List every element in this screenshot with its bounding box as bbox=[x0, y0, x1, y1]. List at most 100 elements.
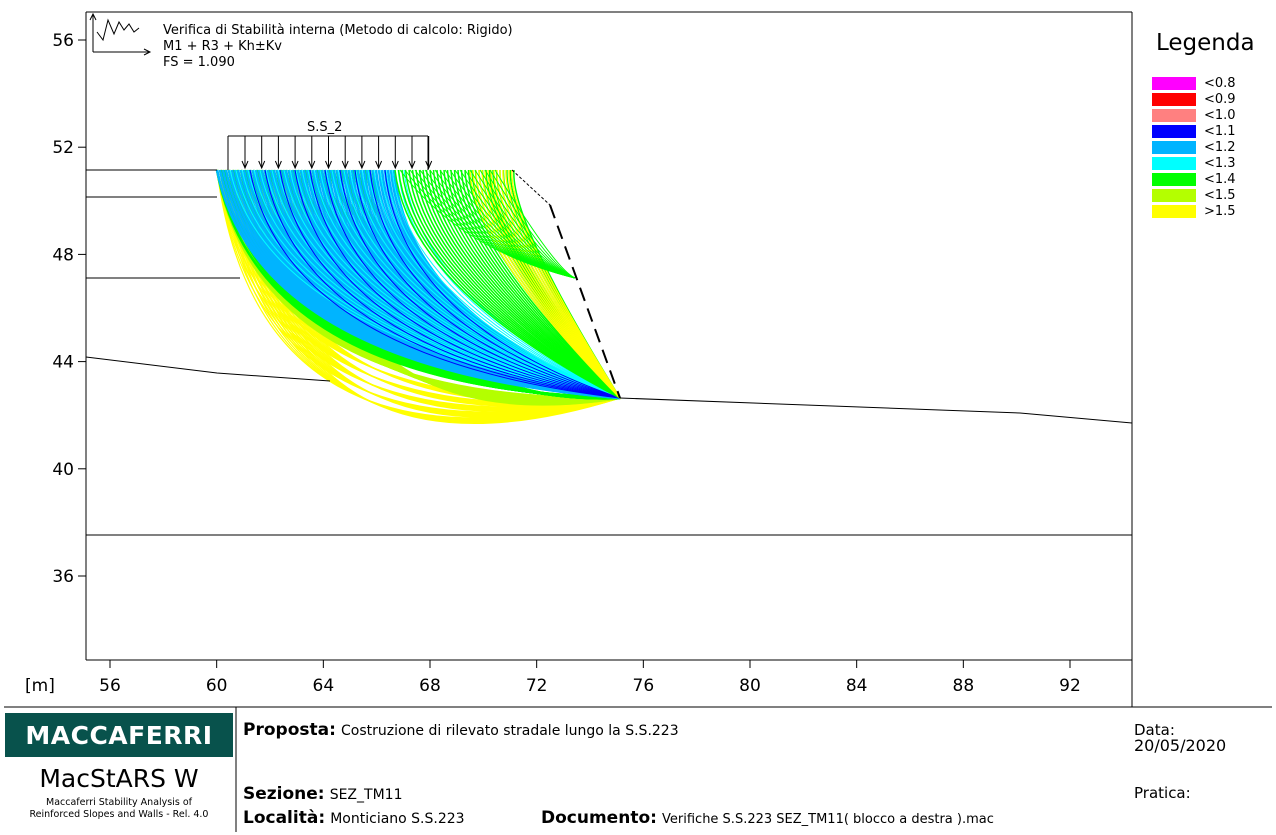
app-subtitle-line-2: Reinforced Slopes and Walls - Rel. 4.0 bbox=[29, 809, 209, 820]
legend-swatch bbox=[1152, 204, 1196, 218]
x-tick-label: 84 bbox=[846, 676, 868, 696]
slip-surface bbox=[436, 169, 621, 399]
app-name: MacStARS W bbox=[39, 764, 199, 793]
slip-surface bbox=[385, 169, 621, 399]
legend-label: <1.3 bbox=[1204, 155, 1236, 171]
face-upper bbox=[511, 169, 551, 206]
legend-swatch bbox=[1152, 140, 1196, 154]
y-tick-label: 44 bbox=[52, 353, 74, 373]
y-tick-label: 56 bbox=[52, 31, 74, 51]
x-tick-label: 68 bbox=[419, 676, 441, 696]
legend-item: <1.4 bbox=[1152, 171, 1236, 187]
slip-surface bbox=[279, 169, 621, 399]
seismic-icon bbox=[89, 12, 152, 56]
legend-label: <1.2 bbox=[1204, 139, 1236, 155]
legend-item: <1.3 bbox=[1152, 155, 1236, 171]
slip-surface bbox=[450, 169, 621, 399]
legend-item: >1.5 bbox=[1152, 203, 1236, 219]
legend-item: <1.1 bbox=[1152, 123, 1236, 139]
slip-surface bbox=[271, 169, 621, 399]
load-arrowhead bbox=[291, 160, 299, 170]
slip-surface bbox=[309, 169, 621, 399]
legend-label: >1.5 bbox=[1204, 203, 1236, 219]
load-arrowhead bbox=[241, 160, 249, 170]
slip-surface bbox=[472, 169, 621, 399]
load-combination: M1 + R3 + Kh±Kv bbox=[163, 39, 282, 54]
slip-surface bbox=[379, 169, 621, 399]
proposta-value: Costruzione di rilevato stradale lungo l… bbox=[340, 723, 679, 739]
slip-surface bbox=[294, 169, 621, 399]
legend-swatch bbox=[1152, 156, 1196, 170]
slip-surface bbox=[264, 169, 621, 399]
slip-surface bbox=[319, 169, 621, 399]
slip-surfaces bbox=[215, 169, 621, 425]
legend-item: <1.2 bbox=[1152, 139, 1236, 155]
load-arrowhead bbox=[358, 160, 366, 170]
x-tick-label: 80 bbox=[739, 676, 761, 696]
ground-lines bbox=[85, 169, 1133, 536]
slip-surface bbox=[453, 169, 621, 399]
slip-surface bbox=[494, 169, 576, 279]
x-tick-label: 72 bbox=[526, 676, 548, 696]
slip-surface bbox=[343, 169, 621, 399]
x-tick-label: 64 bbox=[313, 676, 335, 696]
x-axis: 56 60 64 68 72 76 80 84 88 92 bbox=[99, 660, 1081, 696]
legend-swatch bbox=[1152, 124, 1196, 138]
slip-surface bbox=[457, 169, 621, 399]
data-label: Data: bbox=[1134, 721, 1175, 739]
slip-surface bbox=[397, 169, 621, 399]
x-tick-label: 92 bbox=[1059, 676, 1081, 696]
slip-surface bbox=[446, 169, 621, 399]
data-value: 20/05/2020 bbox=[1134, 736, 1227, 755]
data-field: Data: 20/05/2020 bbox=[1134, 722, 1226, 754]
slip-surface bbox=[235, 169, 621, 399]
legend-item: <1.0 bbox=[1152, 108, 1236, 123]
localita-field: Località: Monticiano S.S.223 bbox=[243, 808, 465, 828]
app-subtitle: Maccaferri Stability Analysis of Reinfor… bbox=[5, 797, 233, 821]
slip-surface bbox=[432, 169, 621, 399]
factor-of-safety: FS = 1.090 bbox=[163, 55, 235, 70]
load-arrowhead bbox=[258, 160, 266, 170]
load-arrowhead bbox=[375, 160, 383, 170]
slip-surface bbox=[369, 169, 621, 399]
slip-surface bbox=[469, 169, 621, 399]
sezione-label: Sezione: bbox=[243, 784, 325, 804]
slip-surface bbox=[354, 169, 621, 399]
legend-title: Legenda bbox=[1156, 30, 1255, 56]
slip-surface bbox=[249, 169, 621, 399]
load-arrowhead bbox=[325, 160, 332, 170]
legend-swatch bbox=[1152, 108, 1196, 122]
reinforced-face bbox=[549, 204, 621, 399]
y-tick-label: 48 bbox=[52, 245, 74, 265]
legend-swatch bbox=[1152, 76, 1196, 90]
legend-label: <1.1 bbox=[1204, 123, 1236, 139]
documento-value: Verifiche S.S.223 SEZ_TM11( blocco a des… bbox=[662, 812, 994, 827]
slip-surface bbox=[289, 169, 621, 399]
legend-label: <0.9 bbox=[1204, 91, 1236, 107]
legend-swatch bbox=[1152, 172, 1196, 186]
analysis-title: Verifica di Stabilità interna (Metodo di… bbox=[163, 23, 513, 38]
slip-surface bbox=[324, 169, 621, 399]
ground-surface bbox=[619, 397, 1133, 424]
documento-label: Documento: bbox=[541, 808, 657, 828]
axis-unit-label: [m] bbox=[25, 676, 55, 696]
x-tick-label: 60 bbox=[206, 676, 228, 696]
y-tick-label: 52 bbox=[52, 138, 74, 158]
slip-surface bbox=[253, 169, 621, 399]
load-arrowhead bbox=[308, 160, 316, 170]
pratica-label: Pratica: bbox=[1134, 784, 1191, 802]
load-arrowhead bbox=[425, 160, 433, 170]
legend-swatch bbox=[1152, 92, 1196, 106]
slip-surface bbox=[505, 169, 621, 399]
slip-surface bbox=[361, 169, 621, 399]
slip-surface bbox=[429, 169, 621, 399]
proposta-field: Proposta: Costruzione di rilevato strada… bbox=[243, 720, 679, 740]
x-tick-label: 88 bbox=[953, 676, 975, 696]
sezione-field: Sezione: SEZ_TM11 bbox=[243, 784, 402, 804]
load-label: S.S_2 bbox=[307, 120, 342, 135]
legend-label: <1.4 bbox=[1204, 171, 1236, 187]
x-tick-label: 76 bbox=[633, 676, 655, 696]
slip-surface bbox=[478, 169, 621, 399]
y-tick-label: 40 bbox=[52, 460, 74, 480]
